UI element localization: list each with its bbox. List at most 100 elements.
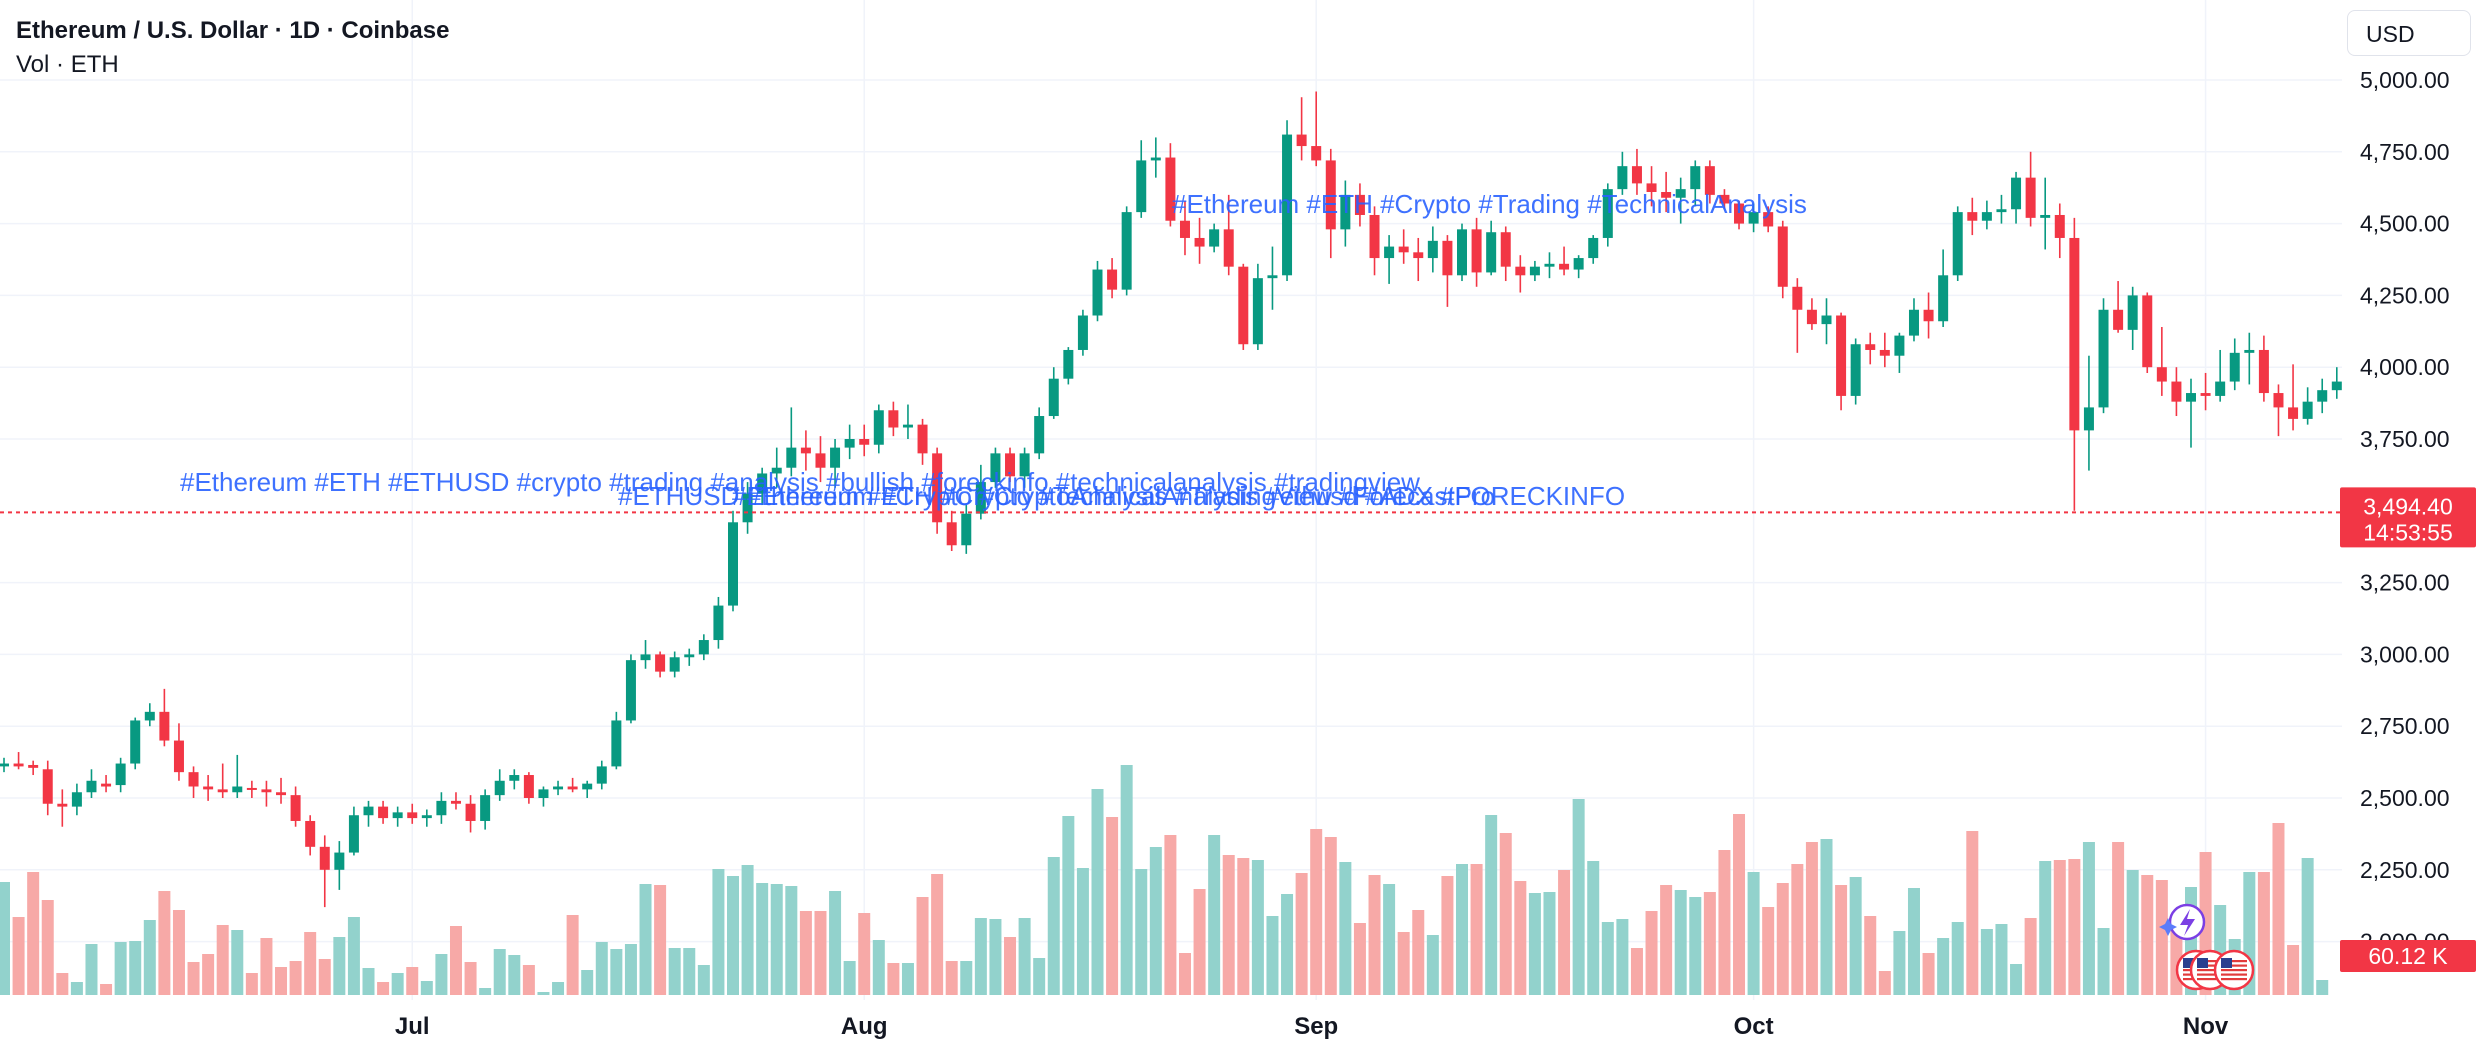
candle-body bbox=[713, 605, 724, 641]
idea-label[interactable]: #Ethereum #ETH #ETHUSD #crypto #trading … bbox=[180, 467, 1420, 497]
candle-body bbox=[553, 786, 564, 790]
flag-stripe bbox=[2197, 973, 2223, 976]
volume-bar bbox=[2068, 859, 2081, 995]
volume-bar bbox=[1237, 858, 1250, 995]
volume-bar bbox=[56, 973, 69, 995]
volume-bar bbox=[887, 963, 900, 995]
volume-bar bbox=[1893, 931, 1906, 995]
volume-bar bbox=[114, 942, 127, 995]
grid-lines bbox=[0, 0, 2342, 1000]
volume-bar bbox=[945, 961, 958, 995]
volume-bar bbox=[581, 970, 594, 995]
volume-bar bbox=[1922, 953, 1935, 995]
flag-stripe bbox=[2197, 969, 2223, 972]
time-axis[interactable]: Jul Aug Sep Oct Nov bbox=[395, 1013, 2229, 1040]
candle-body bbox=[1136, 160, 1147, 213]
candle-body bbox=[2054, 214, 2065, 238]
bolt-icon[interactable] bbox=[2159, 903, 2206, 941]
candle-body bbox=[567, 786, 578, 790]
candle-body bbox=[975, 482, 986, 514]
candle-body bbox=[596, 766, 607, 784]
volume-bar bbox=[420, 981, 433, 995]
volume-bar bbox=[989, 919, 1002, 995]
flag-stripe bbox=[2221, 973, 2247, 976]
candle-body bbox=[1005, 453, 1016, 477]
volume-bar bbox=[2126, 870, 2139, 995]
volume-bar bbox=[1499, 833, 1512, 995]
candle-body bbox=[2142, 295, 2153, 368]
candle-body bbox=[2156, 367, 2167, 382]
volume-bar bbox=[1995, 924, 2008, 995]
flag-stripe bbox=[2221, 964, 2247, 967]
candle-body bbox=[1238, 266, 1249, 345]
candle-body bbox=[1077, 315, 1088, 350]
candle-body bbox=[1792, 286, 1803, 310]
volume-bar bbox=[1033, 958, 1046, 995]
flag-stripe bbox=[2197, 978, 2223, 981]
candle-body bbox=[2069, 237, 2080, 431]
volume-bar bbox=[843, 961, 856, 995]
volume-bar bbox=[2112, 842, 2125, 995]
volume-bar bbox=[202, 954, 215, 995]
volume-bar bbox=[829, 891, 842, 995]
volume-bar bbox=[391, 973, 404, 995]
candle-body bbox=[1821, 315, 1832, 325]
flag-stripe bbox=[2197, 960, 2223, 963]
candle-body bbox=[1602, 189, 1613, 238]
volume-bar bbox=[304, 932, 317, 995]
price-tick-label: 3,750.00 bbox=[2360, 426, 2450, 452]
last-price-value: 3,494.40 bbox=[2363, 493, 2453, 519]
candle-body bbox=[1252, 278, 1263, 345]
candle-body bbox=[1865, 344, 1876, 350]
candle-body bbox=[1486, 232, 1497, 273]
candle-body bbox=[1034, 416, 1045, 454]
candle-body bbox=[1981, 212, 1992, 221]
candle-body bbox=[57, 803, 68, 807]
idea-label[interactable]: #Ethereum #ETH #Crypto #TechnicalAnalysi… bbox=[732, 481, 1625, 511]
candle-body bbox=[436, 800, 447, 816]
volume-bar bbox=[1441, 876, 1454, 995]
currency-button[interactable]: USD bbox=[2347, 10, 2471, 56]
indicator-icons[interactable] bbox=[2159, 903, 2255, 991]
volume-bar bbox=[260, 938, 273, 995]
volume-bar bbox=[406, 967, 419, 995]
volume-bar bbox=[70, 982, 83, 995]
candle-body bbox=[1048, 378, 1059, 417]
candle-body bbox=[830, 447, 841, 468]
volume-bar bbox=[2287, 945, 2300, 995]
price-tick-label: 3,000.00 bbox=[2360, 641, 2450, 667]
flag-stripe bbox=[2221, 969, 2247, 972]
candle-body bbox=[2098, 309, 2109, 408]
volume-bar bbox=[0, 882, 10, 995]
volume-bar bbox=[1718, 850, 1731, 995]
candle-body bbox=[1267, 275, 1278, 279]
candle-body bbox=[582, 783, 593, 790]
candle-body bbox=[946, 522, 957, 546]
price-tick-label: 2,750.00 bbox=[2360, 713, 2450, 739]
volume-bar bbox=[537, 992, 550, 995]
flag-canton bbox=[2197, 958, 2208, 968]
volume-bar bbox=[2301, 858, 2314, 995]
bolt-icon-glyph bbox=[2180, 909, 2195, 936]
volume-legend: Vol · ETH bbox=[16, 51, 119, 78]
volume-bar bbox=[362, 968, 375, 995]
volume-bar bbox=[1543, 892, 1556, 995]
candle-body bbox=[2244, 349, 2255, 353]
volume-bar bbox=[683, 948, 696, 995]
volume-bar bbox=[858, 913, 871, 995]
idea-label[interactable]: #ETHUSD #Ethereum #Crypto #CryptoAnalysi… bbox=[618, 481, 1495, 511]
candle-body bbox=[115, 763, 126, 786]
volume-badge bbox=[2340, 940, 2476, 972]
volume-bar bbox=[799, 911, 812, 995]
idea-labels[interactable]: #Ethereum #ETH #ETHUSD #crypto #trading … bbox=[180, 189, 1807, 511]
idea-label[interactable]: #Ethereum #ETH #Crypto #Trading #Technic… bbox=[1172, 189, 1807, 219]
us-flag-icon[interactable] bbox=[2213, 949, 2255, 991]
candle-body bbox=[1938, 275, 1949, 322]
candle-body bbox=[130, 720, 141, 764]
candle-body bbox=[1850, 344, 1861, 396]
candle-body bbox=[348, 815, 359, 853]
candle-body bbox=[246, 787, 257, 790]
volume-bar bbox=[901, 963, 914, 995]
